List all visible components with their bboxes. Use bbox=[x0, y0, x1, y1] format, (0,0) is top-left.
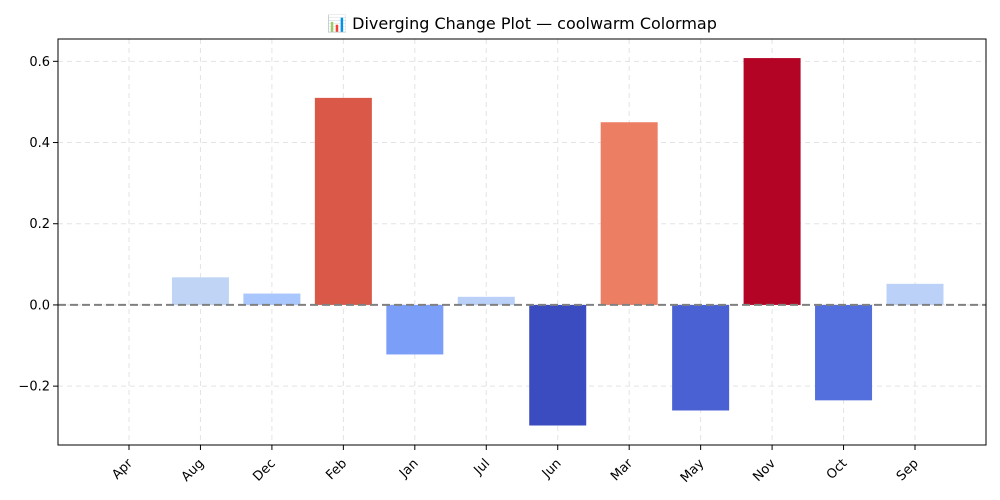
x-tick-label-nov: Nov bbox=[750, 456, 779, 485]
y-tick-label-2: 0.2 bbox=[29, 217, 50, 232]
y-tick-label-3: 0.4 bbox=[29, 136, 50, 151]
bar-jun bbox=[529, 304, 587, 426]
y-tick-label-4: 0.6 bbox=[29, 55, 50, 70]
chart-title: 📊 Diverging Change Plot — coolwarm Color… bbox=[327, 14, 717, 33]
x-tick-label-jul: Jul bbox=[471, 456, 493, 478]
x-tick-label-feb: Feb bbox=[323, 456, 350, 483]
y-axis-ticks: −0.2 0.0 0.2 0.4 0.6 bbox=[18, 55, 58, 395]
bar-jul bbox=[457, 296, 515, 305]
x-tick-label-oct: Oct bbox=[824, 456, 851, 483]
y-tick-label-1: 0.0 bbox=[29, 298, 50, 313]
bar-aug bbox=[171, 277, 229, 305]
x-tick-label-jan: Jan bbox=[396, 456, 421, 481]
bar-nov bbox=[743, 58, 801, 305]
plot-frame bbox=[57, 38, 987, 446]
x-tick-label-sep: Sep bbox=[894, 456, 922, 484]
bar-jan bbox=[386, 304, 444, 355]
x-tick-label-aug: Aug bbox=[179, 456, 208, 485]
bar-feb bbox=[314, 97, 372, 305]
bar-dec bbox=[243, 293, 301, 305]
y-tick-label-0: −0.2 bbox=[18, 380, 50, 395]
bar-mar bbox=[600, 122, 658, 305]
bar-sep bbox=[886, 283, 944, 305]
bar-oct bbox=[815, 304, 873, 401]
x-tick-label-may: May bbox=[678, 456, 708, 486]
bars bbox=[171, 58, 944, 426]
x-axis-ticks: Apr Aug Dec Feb Jan Jul Jun Mar May Nov Oct Sep bbox=[109, 445, 922, 486]
bar-may bbox=[672, 304, 730, 411]
x-tick-label-jun: Jun bbox=[539, 456, 565, 482]
x-tick-label-mar: Mar bbox=[608, 456, 636, 484]
x-tick-label-apr: Apr bbox=[109, 456, 136, 483]
x-tick-label-dec: Dec bbox=[250, 456, 278, 484]
